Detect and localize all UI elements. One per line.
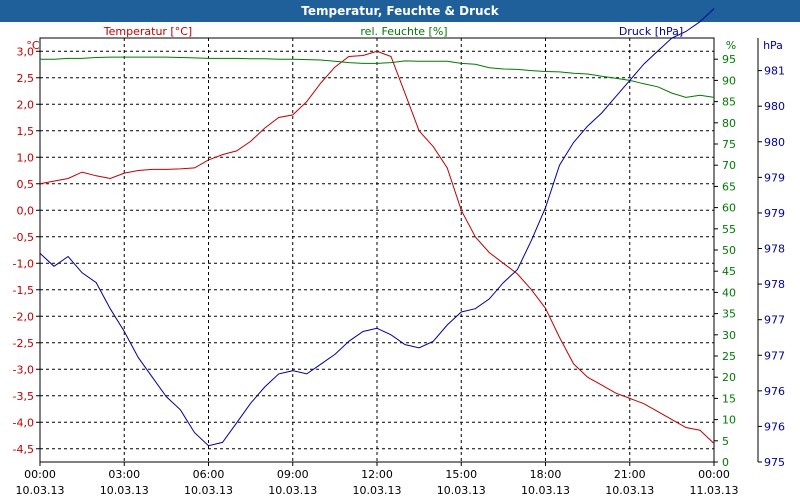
x-tick-time: 12:00 [361,468,393,481]
x-tick-date: 10.03.13 [437,484,486,497]
x-tick-date: 10.03.13 [100,484,149,497]
temperature-tick-label: -0,5 [13,231,34,244]
pressure-tick-label: 976 [764,385,785,398]
temperature-tick-label: -1,5 [13,284,34,297]
humidity-tick-label: 5 [722,435,729,448]
pressure-tick-label: 979 [764,207,785,220]
pressure-tick-label: 980 [764,100,785,113]
x-tick-time: 21:00 [614,468,646,481]
humidity-tick-label: 90 [722,74,736,87]
humidity-tick-label: 45 [722,265,736,278]
humidity-series-line [40,56,715,98]
humidity-tick-label: 95 [722,53,736,66]
temperature-tick-label: 1,0 [17,151,35,164]
pressure-tick-label: 977 [764,314,785,327]
humidity-tick-label: 20 [722,371,736,384]
temperature-tick-label: -4,5 [13,443,34,456]
temperature-tick-label: -3,0 [13,363,34,376]
temperature-tick-label: 3,0 [17,45,35,58]
pressure-tick-label: 979 [764,171,785,184]
pressure-tick-label: 977 [764,349,785,362]
temperature-tick-label: -4,0 [13,416,34,429]
grid-lines [36,38,762,466]
x-tick-date: 10.03.13 [268,484,317,497]
humidity-tick-label: 30 [722,329,736,342]
pressure-tick-label: 978 [764,243,785,256]
x-tick-time: 00:00 [24,468,56,481]
x-tick-date: 10.03.13 [521,484,570,497]
humidity-tick-label: 85 [722,96,736,109]
temperature-unit-label: °C [26,39,40,52]
x-tick-date: 10.03.13 [16,484,65,497]
humidity-series-label: rel. Feuchte [%] [360,25,447,38]
humidity-tick-label: 40 [722,286,736,299]
pressure-tick-label: 980 [764,136,785,149]
chart-title: Temperatur, Feuchte & Druck [0,0,800,22]
humidity-tick-label: 65 [722,180,736,193]
pressure-tick-label: 976 [764,420,785,433]
humidity-tick-label: 10 [722,414,736,427]
tick-labels: 3,0 2,5 2,0 1,5 1,0 0,5 0,0 -0,5 -1,0 -1,5 -2,0 -2,… [13,45,785,497]
x-tick-time: 15:00 [445,468,477,481]
temperature-tick-label: 0,0 [17,204,35,217]
temperature-tick-label: -1,0 [13,257,34,270]
pressure-unit-label: hPa [763,39,783,52]
humidity-tick-label: 15 [722,392,736,405]
pressure-tick-label: 978 [764,278,785,291]
x-tick-date: 10.03.13 [184,484,233,497]
temperature-tick-label: 2,0 [17,98,35,111]
humidity-tick-label: 50 [722,244,736,257]
temperature-tick-label: -2,0 [13,310,34,323]
x-tick-date: 10.03.13 [353,484,402,497]
pressure-tick-label: 975 [764,456,785,469]
pressure-series-label: Druck [hPa] [619,25,683,38]
humidity-tick-label: 0 [722,456,729,469]
temperature-tick-label: 1,5 [17,125,35,138]
humidity-tick-label: 35 [722,308,736,321]
humidity-tick-label: 60 [722,202,736,215]
x-tick-time: 09:00 [277,468,309,481]
humidity-tick-label: 75 [722,138,736,151]
humidity-unit-label: % [726,39,736,52]
series-lines [39,8,715,447]
temperature-tick-label: -3,5 [13,390,34,403]
temperature-series-label: Temperatur [°C] [103,25,192,38]
x-tick-date: 11.03.13 [690,484,739,497]
x-tick-time: 00:00 [698,468,730,481]
temperature-series-line [39,50,715,444]
temperature-tick-label: -2,5 [13,337,34,350]
axis-labels: °C Temperatur [°C] rel. Feuchte [%] Druc… [26,25,783,52]
temperature-tick-label: 2,5 [17,72,35,85]
pressure-series-line [39,8,715,447]
humidity-tick-label: 70 [722,159,736,172]
pressure-tick-label: 981 [764,65,785,78]
x-tick-time: 06:00 [193,468,225,481]
humidity-tick-label: 80 [722,117,736,130]
temperature-tick-label: 0,5 [17,178,35,191]
humidity-tick-label: 25 [722,350,736,363]
x-tick-time: 03:00 [108,468,140,481]
x-tick-date: 10.03.13 [605,484,654,497]
humidity-tick-label: 55 [722,223,736,236]
x-tick-time: 18:00 [530,468,562,481]
